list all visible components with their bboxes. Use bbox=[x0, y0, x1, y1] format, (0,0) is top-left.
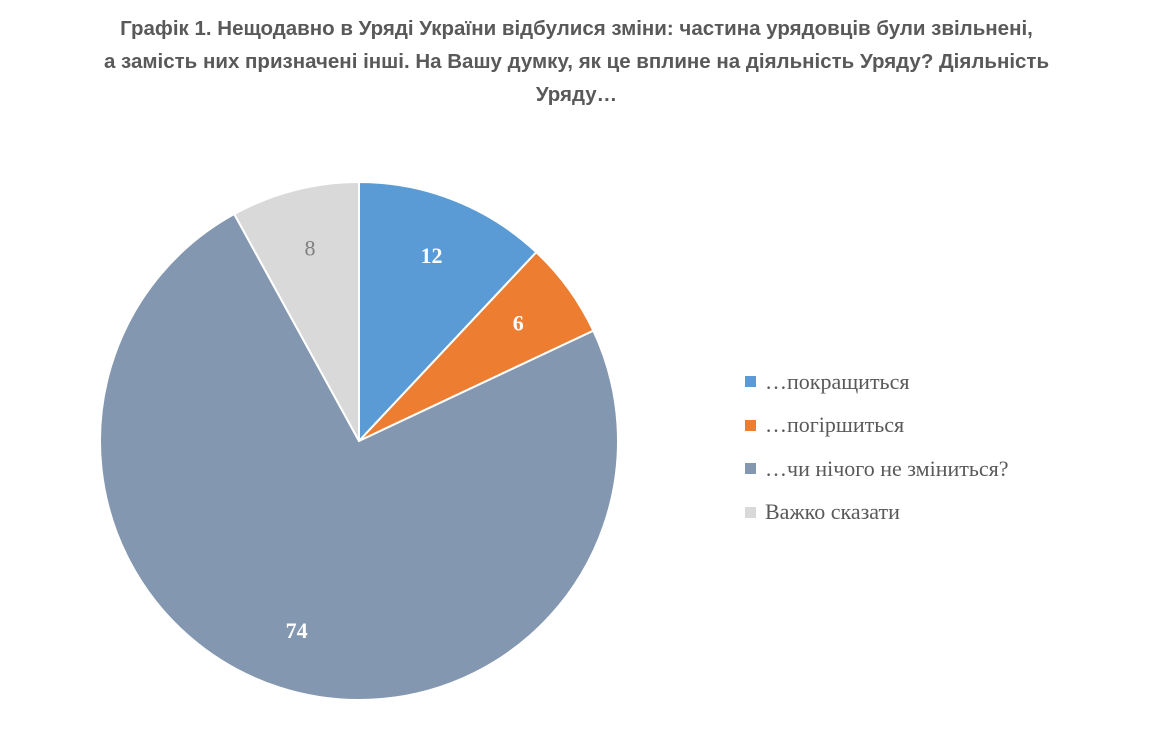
legend-label: …покращиться bbox=[765, 368, 910, 394]
legend-item: Важко сказати bbox=[745, 491, 1009, 535]
chart-legend: …покращиться …погіршиться …чи нічого не … bbox=[745, 360, 1009, 534]
data-label: 6 bbox=[513, 310, 524, 335]
pie-slice bbox=[232, 180, 360, 442]
chart-title-line-1: Графік 1. Нещодавно в Уряді України відб… bbox=[120, 17, 1033, 40]
legend-swatch bbox=[745, 376, 756, 388]
legend-item: …покращиться bbox=[745, 360, 1009, 404]
legend-swatch bbox=[745, 506, 756, 518]
legend-label: Важко сказати bbox=[765, 499, 900, 525]
data-label: 8 bbox=[305, 235, 316, 260]
chart-title: Графік 1. Нещодавно в Уряді України відб… bbox=[0, 12, 1153, 111]
legend-item: …чи нічого не зміниться? bbox=[745, 447, 1009, 491]
legend-label: …погіршиться bbox=[765, 412, 905, 438]
legend-swatch bbox=[745, 419, 756, 431]
data-label: 12 bbox=[420, 243, 442, 268]
legend-item: …погіршиться bbox=[745, 404, 1009, 448]
data-label: 74 bbox=[286, 618, 308, 643]
legend-swatch bbox=[745, 463, 756, 475]
legend-label: …чи нічого не зміниться? bbox=[765, 455, 1009, 481]
chart-title-line-2: а замість них призначені інші. На Вашу д… bbox=[103, 50, 1050, 73]
chart-title-line-3: Уряду… bbox=[535, 83, 618, 106]
pie-slice bbox=[358, 180, 538, 444]
pie-slice bbox=[99, 212, 619, 701]
